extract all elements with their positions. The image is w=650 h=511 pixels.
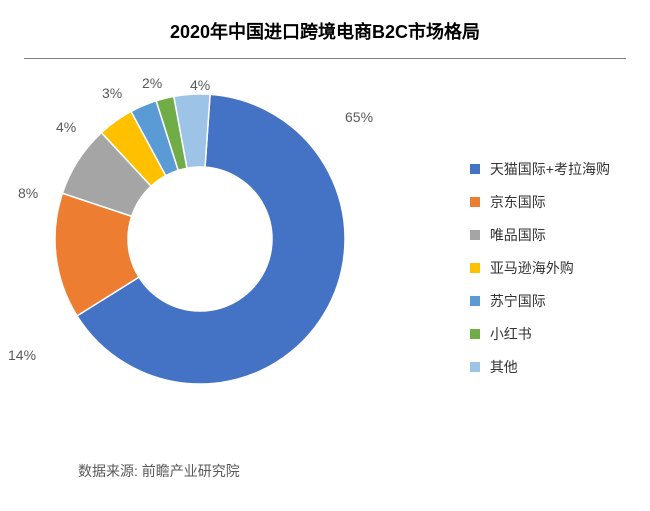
legend-item: 京东国际 (470, 192, 610, 212)
legend-label: 唯品国际 (490, 225, 546, 245)
legend-label: 小红书 (490, 324, 532, 344)
donut-chart: 65%14%8%4%3%2%4% (50, 89, 350, 389)
data-source: 数据来源: 前瞻产业研究院 (78, 461, 240, 481)
legend-swatch (470, 263, 480, 273)
slice-percent-label: 3% (102, 85, 122, 101)
legend: 天猫国际+考拉海购京东国际唯品国际亚马逊海外购苏宁国际小红书其他 (470, 159, 610, 390)
chart-area: 65%14%8%4%3%2%4% 天猫国际+考拉海购京东国际唯品国际亚马逊海外购… (0, 59, 650, 439)
legend-swatch (470, 362, 480, 372)
slice-percent-label: 65% (345, 109, 373, 125)
legend-item: 唯品国际 (470, 225, 610, 245)
slice-percent-label: 4% (56, 119, 76, 135)
legend-item: 天猫国际+考拉海购 (470, 159, 610, 179)
legend-swatch (470, 164, 480, 174)
legend-label: 天猫国际+考拉海购 (490, 159, 610, 179)
legend-label: 京东国际 (490, 192, 546, 212)
legend-label: 其他 (490, 357, 518, 377)
legend-swatch (470, 197, 480, 207)
legend-item: 苏宁国际 (470, 291, 610, 311)
legend-item: 亚马逊海外购 (470, 258, 610, 278)
legend-label: 亚马逊海外购 (490, 258, 574, 278)
legend-label: 苏宁国际 (490, 291, 546, 311)
legend-swatch (470, 296, 480, 306)
legend-swatch (470, 230, 480, 240)
slice-percent-label: 4% (190, 77, 210, 93)
legend-swatch (470, 329, 480, 339)
legend-item: 小红书 (470, 324, 610, 344)
legend-item: 其他 (470, 357, 610, 377)
slice-percent-label: 8% (18, 185, 38, 201)
slice-percent-label: 2% (142, 75, 162, 91)
chart-title: 2020年中国进口跨境电商B2C市场格局 (24, 0, 626, 59)
slice-percent-label: 14% (8, 347, 36, 363)
